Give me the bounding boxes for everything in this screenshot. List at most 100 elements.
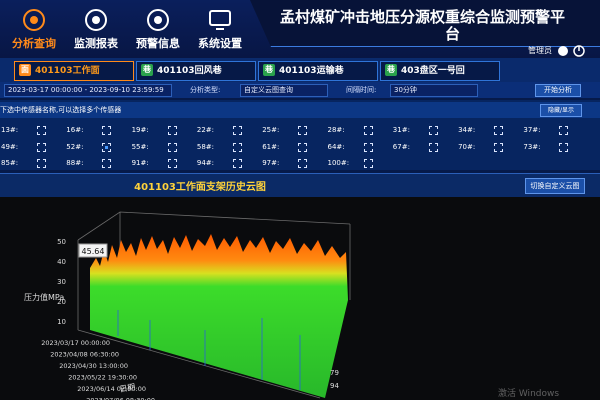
y-tick-label: 79 — [330, 369, 339, 377]
tab[interactable]: 面 401103工作面 — [14, 61, 134, 81]
sensor-checkbox[interactable] — [37, 126, 46, 135]
y-tick-label: 94 — [330, 382, 339, 390]
watermark: 激活 Windows — [498, 387, 559, 399]
sensor-label: 73#: — [523, 142, 541, 151]
sensor-checkbox[interactable] — [232, 142, 242, 152]
start-button[interactable]: 开始分析 — [535, 84, 581, 97]
sensor-checkbox[interactable] — [102, 159, 112, 168]
nav-item[interactable]: 预警信息 — [128, 8, 188, 51]
icon-shape — [30, 16, 38, 24]
sensor-checkbox[interactable] — [494, 126, 504, 135]
date-tick-label: 2023/04/30 13:00:00 — [59, 362, 128, 370]
sensor-label: 58#: — [196, 142, 215, 151]
title-line: 孟村煤矿冲击地压分源权重综合监测预警平 — [280, 8, 566, 26]
sensor-checkbox[interactable] — [559, 126, 569, 135]
tab-badge: 巷 — [141, 64, 153, 76]
icon-shape — [92, 16, 100, 24]
sensor-label: 13#: — [1, 126, 19, 134]
toggle-button[interactable]: 隐藏/显示 — [540, 104, 582, 117]
sensor-checkbox[interactable] — [102, 126, 112, 135]
sensor-hint: 下选中传感器名称,可以选择多个传感器 — [0, 106, 122, 114]
sensor-checkbox[interactable] — [428, 126, 438, 135]
tab-badge: 面 — [19, 64, 31, 76]
sensor-label: 64#: — [327, 142, 345, 151]
sensor-checkbox[interactable] — [298, 159, 308, 168]
z-axis-label: 压力值MPa — [24, 292, 64, 302]
nav-item[interactable]: 系统设置 — [190, 8, 250, 51]
sensor-checkbox[interactable] — [37, 159, 46, 168]
z-tick-label: 10 — [57, 318, 66, 326]
sensor-checkbox[interactable] — [363, 126, 373, 135]
sensor-label: 34#: — [458, 126, 476, 134]
sensor-label: 70#: — [458, 142, 476, 151]
header: 孟村煤矿冲击地压分源权重综合监测预警平 台 管理员 分析查询 监测报表 预警信息 系统… — [0, 0, 600, 58]
sensor-label: 67#: — [392, 142, 410, 151]
user-name[interactable]: 管理员 — [528, 46, 552, 55]
sensor-checkbox[interactable] — [167, 142, 177, 152]
nav-label: 监测报表 — [74, 37, 118, 50]
sensor-label: 97#: — [262, 159, 280, 167]
chart-header: 401103工作面支架历史云图 切换自定义云图 — [0, 173, 600, 198]
tab-label: 401103工作面 — [35, 66, 100, 76]
z-tick-label: 40 — [57, 258, 66, 266]
nav-label: 系统设置 — [198, 37, 242, 50]
tooltip-box — [78, 243, 108, 258]
tab[interactable]: 巷 401103回风巷 — [136, 61, 256, 81]
tab-badge: 巷 — [385, 64, 397, 76]
sensor-checkbox[interactable] — [167, 159, 177, 168]
sensor-checkbox[interactable] — [298, 142, 308, 152]
tab[interactable]: 巷 401103运输巷 — [258, 61, 378, 81]
date-tick-label: 2023/07/06 08:30:00 — [86, 397, 155, 400]
sensor-checkbox[interactable] — [298, 126, 308, 135]
icon-shape — [147, 9, 169, 31]
nav-item[interactable]: 监测报表 — [66, 8, 126, 51]
sensor-checkbox[interactable] — [232, 126, 242, 135]
help-icon[interactable] — [558, 46, 568, 56]
tab-label: 401103运输巷 — [279, 66, 344, 76]
date-tick-label: 2023/04/08 06:30:00 — [50, 351, 119, 359]
sensor-checkbox[interactable] — [363, 142, 373, 152]
sensor-checkbox[interactable] — [102, 142, 112, 152]
nav-label: 分析查询 — [12, 37, 56, 50]
tab-label: 403盘区一号回 — [401, 66, 465, 76]
nav-item[interactable]: 分析查询 — [4, 8, 64, 51]
sensor-header: 下选中传感器名称,可以选择多个传感器 隐藏/显示 — [0, 102, 600, 118]
nav-icon — [147, 9, 169, 31]
tab[interactable]: 巷 403盘区一号回 — [380, 61, 500, 81]
interval-select[interactable]: 30分钟 — [390, 84, 478, 97]
icon-shape — [23, 9, 45, 31]
sensor-checkbox[interactable] — [363, 159, 373, 168]
nav-icon — [85, 9, 107, 31]
sensor-checkbox[interactable] — [494, 142, 504, 152]
sensor-checkbox[interactable] — [37, 142, 46, 152]
date-range-input[interactable]: 2023-03-17 00:00:00 - 2023-09-10 23:59:5… — [4, 84, 172, 97]
type-select[interactable]: 自定义云图查询 — [240, 84, 328, 97]
filter-bar: 2023-03-17 00:00:00 - 2023-09-10 23:59:5… — [0, 82, 600, 98]
nav-icon — [209, 10, 231, 30]
z-tick-label: 50 — [57, 238, 66, 246]
sensor-label: 25#: — [262, 126, 280, 134]
sensor-checkbox[interactable] — [167, 126, 177, 135]
switch-button[interactable]: 切换自定义云图 — [525, 178, 585, 194]
sensor-label: 91#: — [131, 159, 149, 167]
sensor-label: 49#: — [1, 142, 19, 151]
sensor-label: 85#: — [1, 159, 19, 167]
sensor-checkbox[interactable] — [428, 142, 438, 152]
sensor-label: 31#: — [392, 126, 410, 134]
sensor-checkbox[interactable] — [559, 142, 569, 152]
title-line: 台 — [445, 25, 461, 43]
type-label: 分析类型: — [190, 86, 221, 94]
sensor-label: 61#: — [262, 142, 280, 151]
icon-shape — [154, 16, 162, 24]
tab-label: 401103回风巷 — [157, 66, 222, 76]
sensor-label: 94#: — [196, 159, 215, 167]
sensor-label: 55#: — [131, 142, 149, 151]
x-axis-label: 日期 — [119, 382, 136, 394]
sensor-label: 19#: — [131, 126, 149, 134]
sensor-checkbox[interactable] — [232, 159, 242, 168]
date-tick-label: 2023/06/14 02:00:00 — [77, 385, 146, 393]
chart-title: 401103工作面支架历史云图 — [134, 182, 266, 193]
tooltip-value: 45.64 — [82, 247, 105, 256]
date-tick-label: 2023/03/17 00:00:00 — [41, 339, 110, 347]
